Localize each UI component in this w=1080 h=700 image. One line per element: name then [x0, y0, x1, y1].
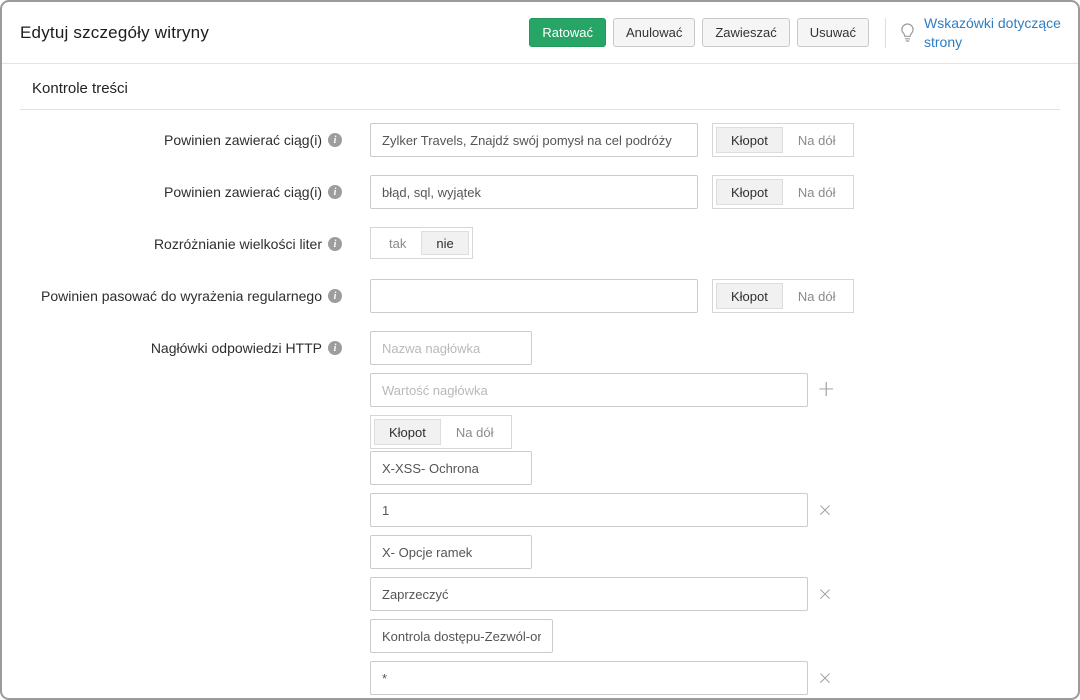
- remove-header-icon[interactable]: ×: [817, 582, 833, 605]
- should-contain-input-2[interactable]: [370, 175, 698, 209]
- toggle-option-yes[interactable]: tak: [389, 235, 407, 251]
- severity-toggle-2: Kłopot Na dół: [712, 175, 855, 209]
- toggle-option-down[interactable]: Na dół: [797, 132, 836, 148]
- add-header-icon[interactable]: +: [817, 377, 836, 402]
- delete-button[interactable]: Usuwać: [796, 18, 869, 47]
- page-tips-link[interactable]: Wskazówki dotyczące strony: [924, 14, 1061, 50]
- header-pair-row: [370, 619, 553, 653]
- case-sensitivity-toggle: tak nie: [370, 227, 473, 259]
- row-case-sensitivity: Rozróżnianie wielkości liter i tak nie: [2, 227, 1078, 261]
- header-actions: Ratować Anulować Zawieszać Usuwać Wskazó…: [522, 14, 1062, 52]
- should-contain-input-1[interactable]: [370, 123, 698, 157]
- content-controls-form: Powinien zawierać ciąg(i) i Kłopot Na dó…: [2, 110, 1078, 698]
- row-should-contain-1: Powinien zawierać ciąg(i) i Kłopot Na dó…: [2, 123, 1078, 157]
- severity-toggle-headers: Kłopot Na dół: [370, 415, 513, 449]
- header-pair-value-input[interactable]: [370, 493, 808, 527]
- header-pair-value-input[interactable]: [370, 661, 808, 695]
- toggle-option-no[interactable]: nie: [421, 231, 469, 255]
- remove-header-icon[interactable]: ×: [817, 498, 833, 521]
- header-bar: Edytuj szczegóły witryny Ratować Anulowa…: [2, 2, 1078, 64]
- toggle-option-problem[interactable]: Kłopot: [716, 283, 783, 309]
- field-label: Nagłówki odpowiedzi HTTP: [150, 340, 322, 356]
- severity-toggle-regex: Kłopot Na dół: [712, 279, 855, 313]
- info-icon[interactable]: i: [328, 341, 342, 355]
- header-pair-row: ×: [370, 577, 833, 611]
- field-label: Powinien pasować do wyrażenia regularneg…: [41, 288, 322, 304]
- header-pair-name-input[interactable]: [370, 451, 532, 485]
- header-divider: [885, 17, 886, 48]
- info-icon[interactable]: i: [328, 185, 342, 199]
- section-title: Kontrole treści: [32, 80, 128, 97]
- header-pair-value-input[interactable]: [370, 577, 808, 611]
- field-label: Powinien zawierać ciąg(i): [164, 184, 322, 200]
- toggle-option-problem[interactable]: Kłopot: [716, 127, 783, 153]
- lightbulb-icon: [899, 22, 916, 44]
- row-http-response-headers: Nagłówki odpowiedzi HTTP i + Kłopot Na d…: [2, 331, 1078, 698]
- toggle-option-problem[interactable]: Kłopot: [716, 179, 783, 205]
- row-should-contain-2: Powinien zawierać ciąg(i) i Kłopot Na dó…: [2, 175, 1078, 209]
- field-label: Rozróżnianie wielkości liter: [153, 236, 322, 252]
- info-icon[interactable]: i: [328, 237, 342, 251]
- field-label: Powinien zawierać ciąg(i): [164, 132, 322, 148]
- header-pair-name-input[interactable]: [370, 535, 532, 569]
- header-pair-name-input[interactable]: [370, 619, 553, 653]
- toggle-option-down[interactable]: Na dół: [797, 184, 836, 200]
- toggle-option-down[interactable]: Na dół: [797, 288, 836, 304]
- info-icon[interactable]: i: [328, 133, 342, 147]
- header-pair-row: ×: [370, 493, 833, 527]
- header-pair-row: ×: [370, 661, 833, 695]
- cancel-button[interactable]: Anulować: [612, 18, 696, 47]
- save-button[interactable]: Ratować: [529, 18, 606, 47]
- header-value-input[interactable]: [370, 373, 808, 407]
- suspend-button[interactable]: Zawieszać: [702, 18, 790, 47]
- toggle-option-down[interactable]: Na dół: [455, 424, 494, 440]
- section-divider: [20, 109, 1060, 110]
- row-regex-match: Powinien pasować do wyrażenia regularneg…: [2, 279, 1078, 313]
- regex-input[interactable]: [370, 279, 698, 313]
- page-title: Edytuj szczegóły witryny: [20, 22, 210, 42]
- severity-toggle-1: Kłopot Na dół: [712, 123, 855, 157]
- header-name-input[interactable]: [370, 331, 532, 365]
- info-icon[interactable]: i: [328, 289, 342, 303]
- toggle-option-problem[interactable]: Kłopot: [374, 419, 441, 445]
- remove-header-icon[interactable]: ×: [817, 666, 833, 689]
- header-pair-row: [370, 535, 532, 569]
- header-pair-row: [370, 451, 532, 485]
